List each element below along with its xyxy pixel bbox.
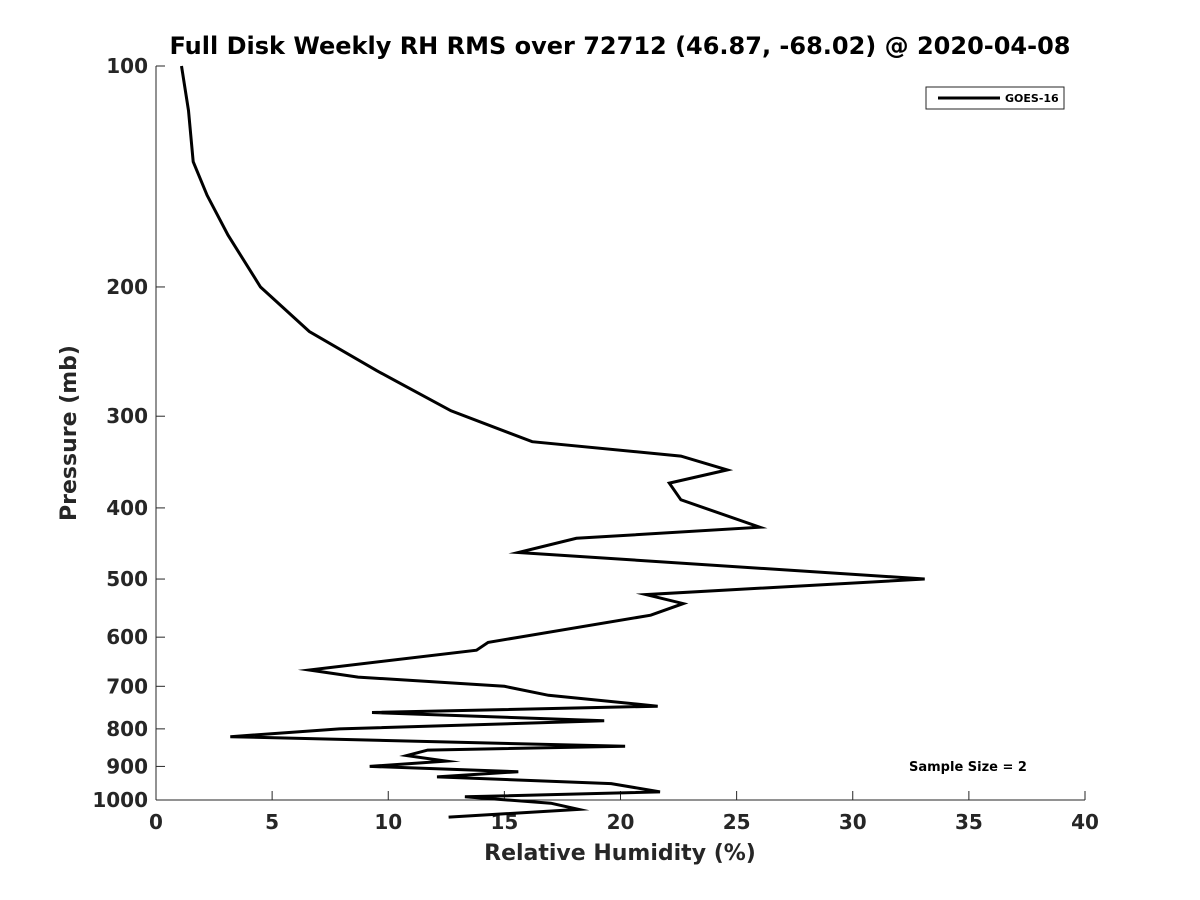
legend-entry-0: GOES-16 bbox=[1005, 92, 1059, 105]
x-axis-label: Relative Humidity (%) bbox=[484, 841, 756, 866]
x-tick-label: 20 bbox=[607, 810, 635, 834]
chart-title: Full Disk Weekly RH RMS over 72712 (46.8… bbox=[169, 32, 1070, 60]
y-tick-label: 300 bbox=[106, 404, 148, 428]
axis-ticks: 0 5 10 15 20 25 30 35 40100200300400500600700800… bbox=[92, 54, 1099, 834]
series-layer bbox=[180, 65, 925, 819]
y-tick-label: 1000 bbox=[92, 788, 148, 812]
x-tick-label: 25 bbox=[723, 810, 751, 834]
x-tick-label: 0 bbox=[149, 810, 163, 834]
y-tick-label: 200 bbox=[106, 275, 148, 299]
y-axis-label: Pressure (mb) bbox=[57, 345, 82, 521]
y-tick-label: 400 bbox=[106, 496, 148, 520]
x-tick-label: 40 bbox=[1071, 810, 1099, 834]
y-tick-label: 800 bbox=[106, 717, 148, 741]
y-tick-label: 600 bbox=[106, 625, 148, 649]
legend: GOES-16 bbox=[925, 86, 1065, 110]
x-tick-label: 10 bbox=[374, 810, 402, 834]
y-tick-label: 700 bbox=[106, 674, 148, 698]
series-line-0 bbox=[180, 65, 925, 819]
y-tick-label: 500 bbox=[106, 567, 148, 591]
sample-size-annotation: Sample Size = 2 bbox=[909, 760, 1027, 775]
y-tick-label: 100 bbox=[106, 54, 148, 78]
x-tick-label: 35 bbox=[955, 810, 983, 834]
x-tick-label: 5 bbox=[265, 810, 279, 834]
x-tick-label: 30 bbox=[839, 810, 867, 834]
y-tick-label: 900 bbox=[106, 754, 148, 778]
